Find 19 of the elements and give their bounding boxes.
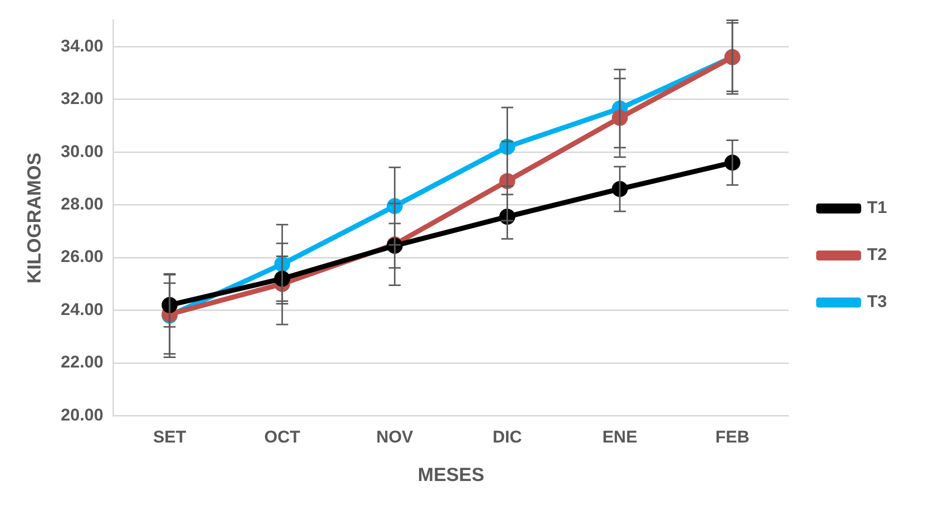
y-tick-label: 22.00 — [60, 352, 104, 372]
y-tick-label: 32.00 — [60, 89, 104, 108]
x-tick-label: OCT — [264, 428, 301, 447]
y-tick-label: 20.00 — [60, 405, 104, 424]
x-tick-label: DIC — [492, 428, 522, 447]
y-tick-label: 26.00 — [60, 247, 104, 266]
legend-label: T1 — [867, 198, 888, 218]
x-tick-label: FEB — [715, 428, 750, 447]
x-tick-label: ENE — [602, 428, 638, 447]
x-axis-title: MESES — [418, 464, 484, 486]
y-axis-title: KILOGRAMOS — [24, 152, 46, 284]
x-tick-label: SET — [153, 428, 187, 447]
y-tick-label: 28.00 — [60, 194, 104, 214]
legend-label: T3 — [867, 292, 888, 312]
legend-label: T2 — [867, 245, 888, 264]
x-tick-label: NOV — [376, 428, 414, 447]
y-tick-label: 24.00 — [60, 300, 104, 319]
y-tick-label: 30.00 — [60, 142, 104, 161]
y-tick-label: 34.00 — [60, 36, 104, 56]
